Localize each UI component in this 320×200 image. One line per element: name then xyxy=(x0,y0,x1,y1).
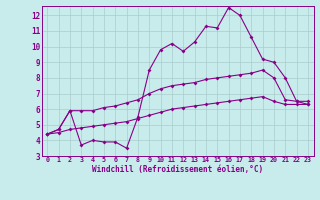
X-axis label: Windchill (Refroidissement éolien,°C): Windchill (Refroidissement éolien,°C) xyxy=(92,165,263,174)
